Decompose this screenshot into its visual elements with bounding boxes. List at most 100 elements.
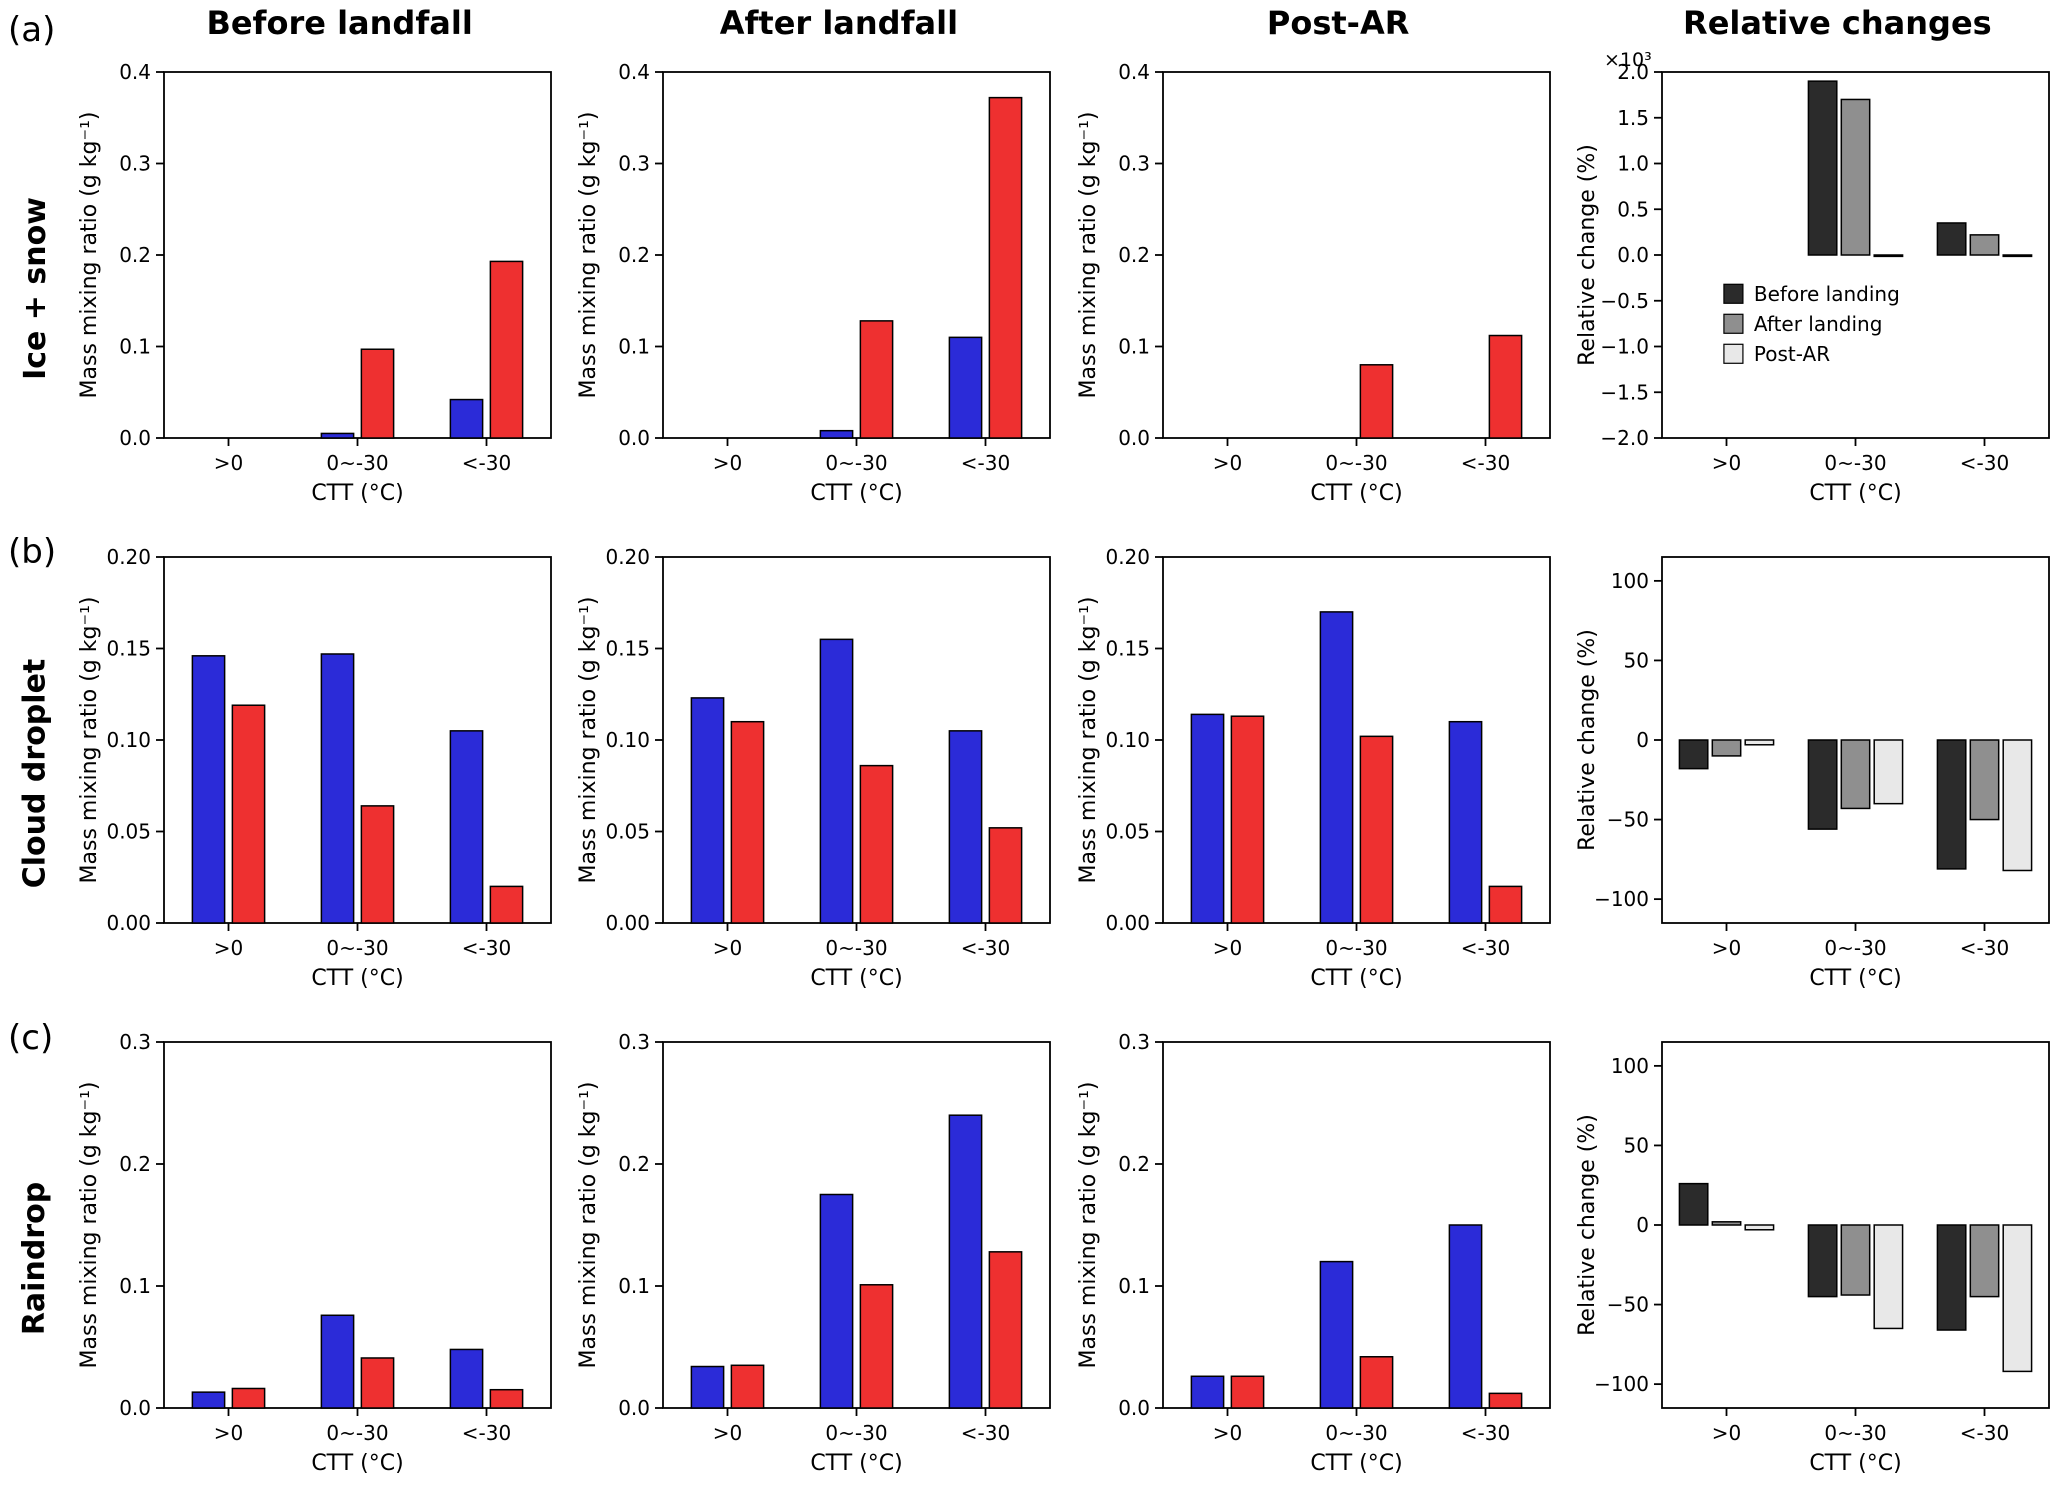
bar-chart: 100 50 0 −50 −100 >0 0~-30 <-30 CTT (°C) Relative…: [1575, 556, 2050, 991]
legend-label: Before landing: [1754, 282, 1900, 306]
y-tick-label: −0.5: [1600, 289, 1649, 313]
y-axis-label: Relative change (%): [1575, 629, 1600, 851]
bar-post-ar: [1873, 1224, 1904, 1330]
y-tick-label: 0.0: [119, 1396, 151, 1420]
bar-red: [988, 1251, 1023, 1409]
x-tick-label: <-30: [961, 451, 1010, 475]
chart-cloud-droplet-post-ar: 0.00 0.05 0.10 0.15 0.20 >0 0~-30 <-30 CTT (°C) M…: [1069, 531, 1568, 1016]
bar-before-landing: [1807, 1224, 1838, 1298]
chart-raindrop-relative-changes: 100 50 0 −50 −100 >0 0~-30 <-30 CTT (°C) Relative…: [1568, 1016, 2067, 1501]
y-tick-label: −100: [1594, 1372, 1649, 1396]
bar-chart: 2.0 1.5 1.0 0.5 0.0 −0.5 −1.0 −1.5 −2.0 ×10³ >0 0~-…: [1575, 49, 2050, 506]
bar-red: [859, 1284, 894, 1409]
bar-red: [231, 1387, 266, 1409]
bar-blue: [1448, 1224, 1483, 1409]
y-tick-label: 0.15: [107, 637, 152, 661]
x-axis-label: CTT (°C): [1809, 481, 1901, 506]
y-tick-label: 0.1: [1118, 1274, 1150, 1298]
axis-exponent-label: ×10³: [1604, 49, 1652, 71]
y-axis-label: Mass mixing ratio (g kg⁻¹): [576, 1082, 601, 1369]
bar-blue: [820, 1193, 854, 1409]
bar-post-ar: [1873, 739, 1904, 805]
bar-red: [1359, 364, 1393, 439]
bar-blue: [449, 398, 484, 439]
y-tick-label: −1.5: [1600, 380, 1649, 404]
bar-blue: [691, 697, 725, 924]
y-tick-label: 0.05: [606, 820, 651, 844]
y-tick-label: 100: [1611, 1054, 1649, 1078]
y-tick-label: 0: [1636, 728, 1649, 752]
chart-cloud-droplet-relative-changes: 100 50 0 −50 −100 >0 0~-30 <-30 CTT (°C) Relative…: [1568, 531, 2067, 1016]
row-label-ice-snow: Ice + snow: [17, 197, 53, 380]
y-axis-label: Mass mixing ratio (g kg⁻¹): [576, 112, 601, 399]
y-tick-label: 0.10: [1105, 728, 1150, 752]
bar-red: [1488, 334, 1522, 439]
y-tick-label: 0.4: [1118, 60, 1150, 84]
x-tick-label: <-30: [462, 451, 511, 475]
y-axis-label: Mass mixing ratio (g kg⁻¹): [1076, 1082, 1101, 1369]
y-tick-label: 0.2: [1118, 243, 1150, 267]
bar-after-landing: [1711, 739, 1742, 757]
bar-blue: [949, 730, 983, 924]
bar-red: [360, 348, 395, 439]
x-tick-label: <-30: [1460, 1421, 1509, 1445]
bar-blue: [1190, 1375, 1225, 1409]
bar-chart: 0.0 0.1 0.2 0.3 0.4 >0 0~-30 <-30 CTT (°C) Mass m…: [576, 60, 1052, 506]
chart-ice-snow-relative-changes: 2.0 1.5 1.0 0.5 0.0 −0.5 −1.0 −1.5 −2.0 ×10³ >0 0~-…: [1568, 46, 2067, 531]
legend-label: After landing: [1754, 312, 1882, 336]
row-label-cloud-droplet: Cloud droplet: [17, 658, 53, 889]
bar-chart: 0.0 0.1 0.2 0.3 >0 0~-30 <-30 CTT (°C) Mass mixi…: [576, 1030, 1052, 1476]
bar-blue: [949, 1114, 983, 1409]
y-tick-label: 1.0: [1617, 152, 1649, 176]
column-titles: Before landfall After landfall Post-AR R…: [0, 0, 2067, 46]
x-tick-label: 0~-30: [327, 451, 389, 475]
bar-chart: 0.0 0.1 0.2 0.3 0.4 >0 0~-30 <-30 CTT (°C) Mass m…: [77, 60, 553, 506]
bar-after-landing: [1969, 739, 2000, 821]
y-tick-label: 0.10: [606, 728, 651, 752]
y-tick-label: 0.3: [619, 152, 651, 176]
x-tick-label: >0: [1212, 451, 1241, 475]
y-tick-label: 0.0: [1118, 426, 1150, 450]
x-tick-label: <-30: [961, 936, 1010, 960]
y-tick-label: 0.1: [119, 335, 151, 359]
bar-before-landing: [1678, 1182, 1709, 1226]
y-tick-label: 0.00: [1105, 911, 1150, 935]
row-label-cell-cloud-droplet: Cloud droplet: [0, 531, 70, 1016]
x-axis-label: CTT (°C): [811, 481, 903, 506]
x-axis-label: CTT (°C): [1310, 1451, 1402, 1476]
y-tick-label: −1.0: [1600, 335, 1649, 359]
y-tick-label: 0.1: [1118, 335, 1150, 359]
plot-frame: [163, 1041, 553, 1409]
y-tick-label: 0.10: [107, 728, 152, 752]
bar-after-landing: [1969, 1224, 2000, 1298]
bar-blue: [1319, 611, 1354, 924]
y-tick-label: 0.3: [1118, 152, 1150, 176]
bar-blue: [949, 336, 983, 439]
bar-red: [1359, 735, 1393, 924]
bar-after-landing: [1840, 98, 1871, 256]
y-tick-label: 0.05: [1105, 820, 1150, 844]
bar-after-landing: [1840, 1224, 1871, 1296]
x-tick-label: >0: [214, 451, 243, 475]
bar-before-landing: [1936, 739, 1967, 870]
x-axis-label: CTT (°C): [1310, 966, 1402, 991]
chart-cloud-droplet-after-landfall: 0.00 0.05 0.10 0.15 0.20 >0 0~-30 <-30 CTT (°C) M…: [569, 531, 1068, 1016]
x-tick-label: <-30: [961, 1421, 1010, 1445]
x-tick-label: >0: [713, 936, 742, 960]
chart-ice-snow-before-landfall: 0.0 0.1 0.2 0.3 0.4 >0 0~-30 <-30 CTT (°C) Mass m…: [70, 46, 569, 531]
y-tick-label: 0.4: [619, 60, 651, 84]
bar-after-landing: [1840, 739, 1871, 810]
x-tick-label: >0: [1712, 451, 1741, 475]
y-axis-label: Mass mixing ratio (g kg⁻¹): [77, 1082, 102, 1369]
bar-blue: [191, 1391, 226, 1409]
bar-red: [489, 1388, 524, 1409]
y-tick-label: 0.0: [619, 1396, 651, 1420]
bar-blue: [320, 432, 355, 439]
bar-post-ar: [1744, 1224, 1775, 1231]
y-tick-label: 0.2: [619, 1152, 651, 1176]
bar-red: [859, 320, 894, 439]
x-tick-label: >0: [1712, 1421, 1741, 1445]
x-tick-label: <-30: [1960, 936, 2009, 960]
x-axis-label: CTT (°C): [811, 1451, 903, 1476]
